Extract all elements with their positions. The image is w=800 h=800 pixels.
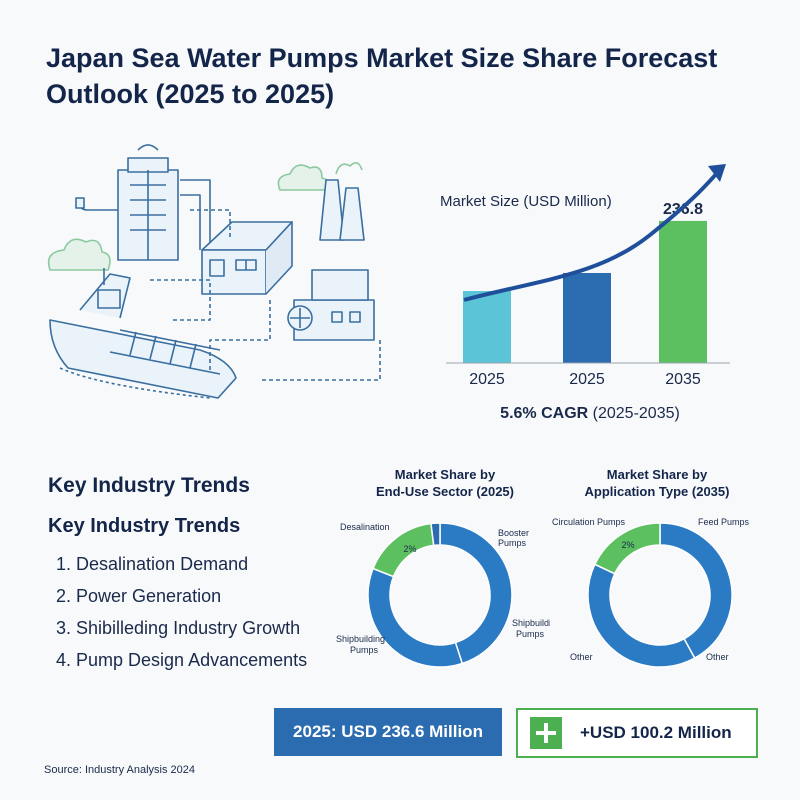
- growth-value: +USD 100.2 Million: [580, 723, 732, 742]
- pie-slice: [430, 522, 441, 547]
- pie-slice: [593, 522, 661, 575]
- slice-label-booster: Pumps: [498, 538, 527, 548]
- plus-icon: [530, 717, 562, 749]
- pie-title-line: End-Use Sector (2025): [376, 484, 514, 499]
- list-item: 3. Shibilleding Industry Growth: [56, 618, 301, 638]
- source-note: Source: Industry Analysis 2024: [44, 764, 196, 776]
- trend-arrow: [463, 168, 722, 302]
- industrial-illustration: [47, 144, 381, 399]
- application-donut-chart: 2% Circulation Pumps Feed Pumps Other Ot…: [552, 517, 750, 668]
- slice-label-circulation: Circulation Pumps: [552, 517, 626, 527]
- bar: [463, 291, 511, 363]
- pie-slice: [659, 522, 733, 660]
- growth-badge: +USD 100.2 Million: [516, 708, 758, 758]
- trends-subheading: Key Industry Trends: [48, 515, 241, 537]
- bar: [563, 273, 611, 363]
- cloud-icon: [47, 238, 111, 271]
- list-item: 2. Power Generation: [56, 586, 222, 606]
- list-item: 4. Pump Design Advancements: [56, 650, 308, 670]
- pie-slice: [587, 563, 696, 668]
- market-size-bar-chart: Market Size (USD Million) 236.8 2025 2025…: [440, 164, 730, 422]
- slice-label-shipbuilding-right: Pumps: [516, 629, 545, 639]
- cagr-annotation: 5.6% CAGR (2025-2035): [500, 405, 680, 422]
- pie-title-line: Market Share by: [606, 467, 708, 482]
- chart-title: Market Size (USD Million): [440, 193, 612, 210]
- pie-title-line: Application Type (2035): [584, 484, 730, 499]
- slice-label-shipbuilding-left: Pumps: [350, 645, 379, 655]
- cloud-icon: [277, 164, 330, 191]
- tower-icon: [75, 144, 211, 261]
- arrow-head-icon: [708, 164, 726, 182]
- pie-inner-label: 2%: [621, 540, 634, 550]
- cagr-value: 5.6% CAGR: [500, 405, 588, 422]
- slice-label-other-right: Other: [706, 652, 729, 662]
- pie-title-line: Market Share by: [394, 467, 496, 482]
- pie-application-title: Market Share by Application Type (2035): [552, 466, 762, 500]
- slice-label-booster: Booster: [498, 528, 529, 538]
- slice-label-desalination: Desalination: [340, 522, 390, 532]
- list-item: 1. Desalination Demand: [56, 554, 249, 574]
- pie-slice: [367, 567, 464, 668]
- total-value-badge: 2025: USD 236.6 Million: [274, 708, 502, 756]
- pie-end-use-title: Market Share by End-Use Sector (2025): [340, 466, 550, 500]
- slice-label-feed: Feed Pumps: [698, 517, 750, 527]
- end-use-donut-chart: 2% Desalination Booster Pumps Shipbuildi…: [336, 522, 550, 668]
- trend-list: 1. Desalination Demand 2. Power Generati…: [56, 548, 307, 676]
- power-plant-icon: [287, 162, 375, 341]
- pie-inner-label: 2%: [403, 544, 416, 554]
- slice-label-shipbuilding-right: Shipbuilding: [512, 618, 550, 628]
- slice-label-other-left: Other: [570, 652, 593, 662]
- pie-slice: [439, 522, 513, 665]
- page-title: Japan Sea Water Pumps Market Size Share …: [46, 43, 718, 109]
- x-tick-label: 2025: [469, 371, 505, 388]
- cagr-period: (2025-2035): [588, 405, 680, 422]
- bar: [659, 220, 707, 363]
- x-tick-label: 2035: [665, 371, 701, 388]
- x-tick-label: 2025: [569, 371, 605, 388]
- factory-building-icon: [201, 221, 293, 295]
- trends-heading: Key Industry Trends: [48, 474, 250, 497]
- slice-label-shipbuilding-left: Shipbuilding: [336, 634, 385, 644]
- ship-icon: [49, 268, 237, 399]
